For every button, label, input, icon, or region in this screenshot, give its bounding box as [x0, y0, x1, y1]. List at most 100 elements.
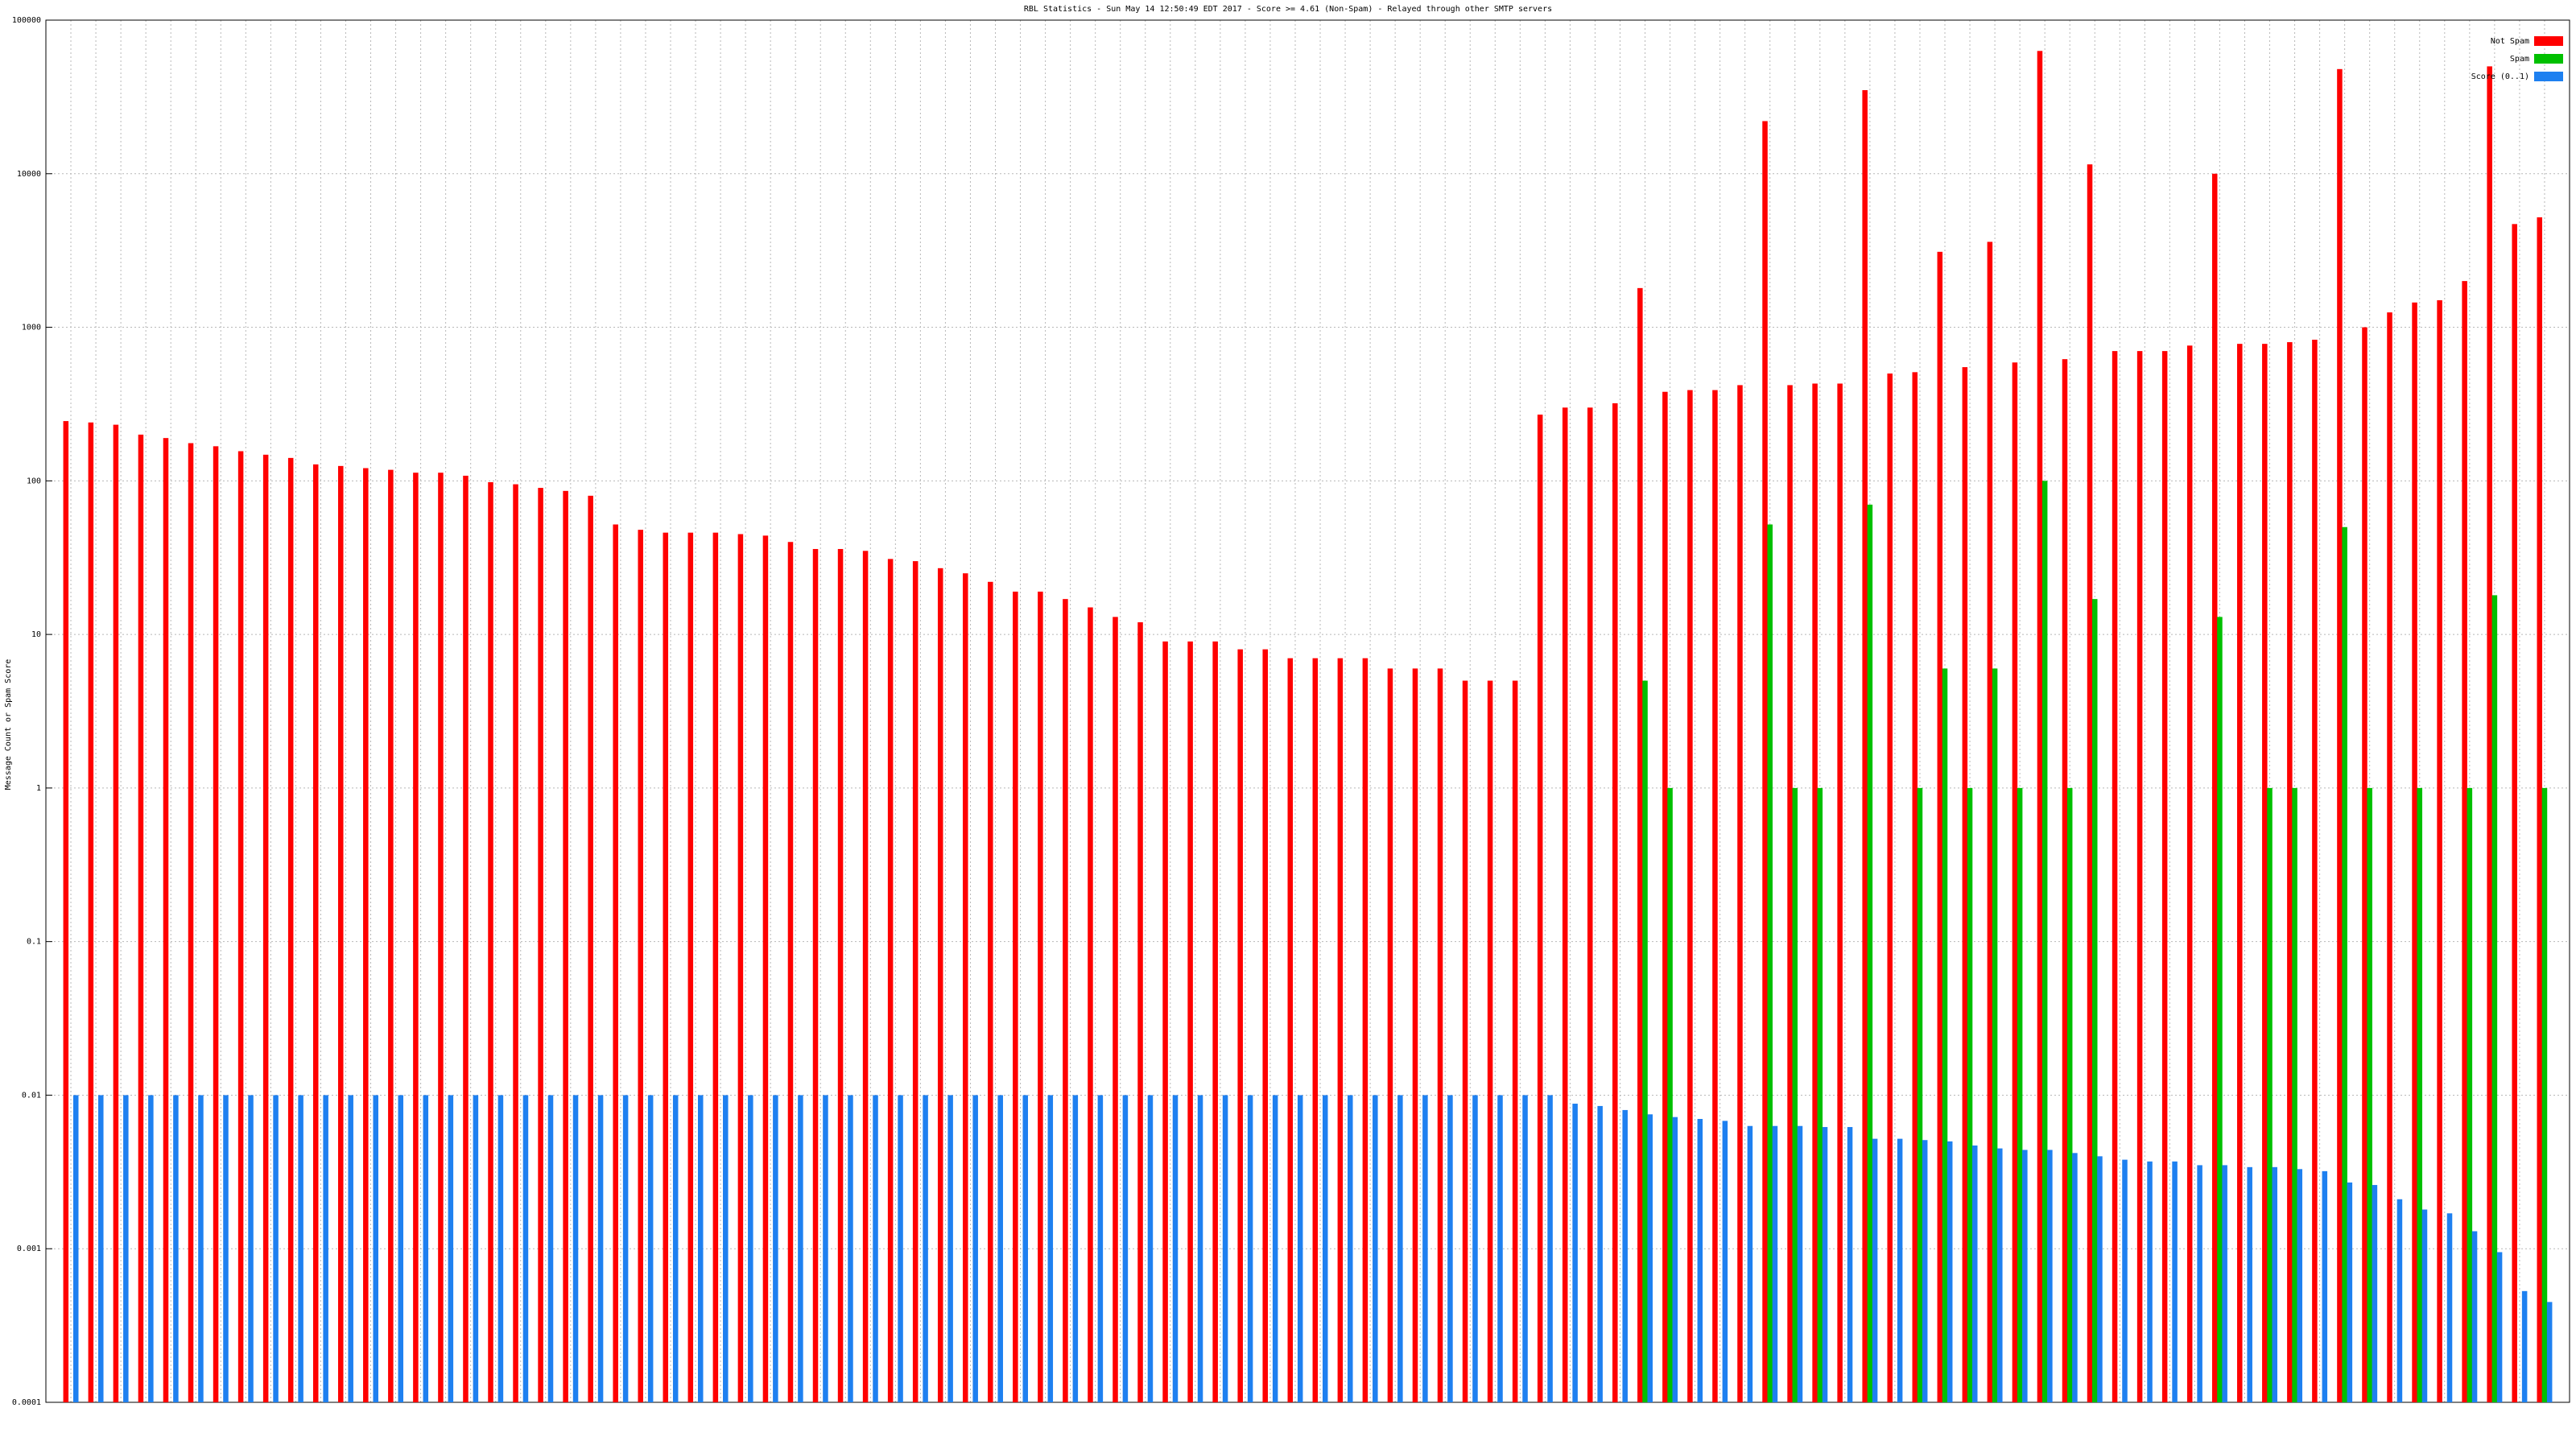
bar	[972, 1095, 978, 1402]
bar	[438, 473, 444, 1402]
bar	[748, 1095, 753, 1402]
bar	[1847, 1127, 1853, 1402]
bar	[123, 1095, 129, 1402]
bar	[1962, 367, 1968, 1402]
bar	[188, 443, 194, 1402]
bar	[588, 495, 593, 1403]
bar	[712, 532, 719, 1402]
bar	[1622, 1109, 1628, 1402]
bar	[937, 568, 943, 1403]
y-tick-label: 10000	[17, 170, 41, 179]
bar	[287, 457, 294, 1402]
bar	[1297, 1095, 1303, 1402]
bar	[2091, 599, 2098, 1402]
bar	[988, 581, 993, 1402]
y-tick-label: 10	[31, 630, 41, 639]
bar	[1612, 402, 1618, 1403]
bar	[2217, 617, 2223, 1402]
bar	[88, 422, 94, 1402]
bar	[1687, 390, 1693, 1403]
bar	[1097, 1095, 1104, 1402]
bar	[773, 1095, 778, 1402]
bar	[1113, 617, 1118, 1402]
bar	[63, 421, 69, 1402]
bar	[697, 1095, 704, 1402]
bar	[2122, 1159, 2128, 1402]
bar	[1312, 658, 1319, 1402]
bar	[312, 464, 319, 1402]
bar	[2337, 68, 2343, 1402]
y-tick-label: 0.01	[22, 1091, 41, 1100]
bar	[1597, 1105, 1603, 1402]
bar	[638, 530, 644, 1402]
bar	[113, 424, 119, 1402]
bar	[1562, 407, 1568, 1402]
y-tick-label: 1000	[22, 324, 41, 332]
bar	[737, 534, 744, 1402]
bar	[873, 1095, 878, 1402]
bar	[2496, 1252, 2503, 1402]
bar	[1522, 1095, 1528, 1402]
bar	[1837, 383, 1843, 1402]
bar	[388, 469, 394, 1402]
bar	[1547, 1095, 1553, 1402]
bar	[2112, 351, 2118, 1402]
bar	[997, 1095, 1003, 1402]
bar	[1038, 591, 1043, 1402]
bar	[2387, 312, 2392, 1403]
bar	[298, 1095, 303, 1402]
bar	[423, 1095, 429, 1402]
bar	[1072, 1095, 1079, 1402]
bar	[1412, 668, 1418, 1402]
bar	[2521, 1290, 2528, 1402]
bar	[1712, 390, 1718, 1403]
bar	[2012, 362, 2018, 1402]
bar	[1487, 680, 1493, 1402]
bar	[1387, 668, 1393, 1402]
bar	[1867, 504, 1873, 1402]
bar	[1272, 1095, 1278, 1402]
bar	[723, 1095, 729, 1402]
y-tick-label: 0.001	[17, 1245, 41, 1253]
bar	[597, 1095, 604, 1402]
bar	[1262, 649, 1268, 1402]
bar	[1172, 1095, 1179, 1402]
bar	[323, 1095, 328, 1402]
bar	[1472, 1095, 1478, 1402]
bar	[2396, 1199, 2403, 1402]
bar	[163, 438, 169, 1402]
bar	[348, 1095, 353, 1402]
bar	[812, 548, 819, 1402]
bar	[513, 484, 518, 1402]
bar	[1922, 1140, 1928, 1402]
bar	[2262, 344, 2268, 1403]
bar	[2322, 1170, 2328, 1402]
legend-label: Spam	[2510, 55, 2529, 64]
bar	[1942, 668, 1948, 1402]
bar	[2211, 173, 2218, 1402]
bar	[2347, 1182, 2353, 1402]
bar	[2541, 787, 2548, 1402]
bar	[862, 551, 869, 1403]
bar	[1572, 1104, 1578, 1402]
bar	[1362, 658, 1368, 1402]
bar	[2512, 224, 2517, 1402]
bar	[837, 548, 844, 1402]
bar	[947, 1095, 953, 1402]
bar	[547, 1095, 554, 1402]
bar	[2537, 217, 2543, 1403]
bar	[1322, 1095, 1328, 1402]
bar	[2161, 351, 2168, 1402]
bar	[2237, 344, 2243, 1403]
bar	[2197, 1165, 2202, 1402]
bar	[613, 524, 618, 1402]
bar	[2017, 787, 2023, 1402]
bar	[2222, 1165, 2227, 1402]
chart-title: RBL Statistics - Sun May 14 12:50:49 EDT…	[1024, 5, 1552, 14]
bar	[2247, 1166, 2252, 1402]
bar	[962, 573, 968, 1402]
bar	[2041, 481, 2048, 1403]
bar	[522, 1095, 529, 1402]
bar	[363, 468, 369, 1402]
bar	[1747, 1125, 1753, 1402]
